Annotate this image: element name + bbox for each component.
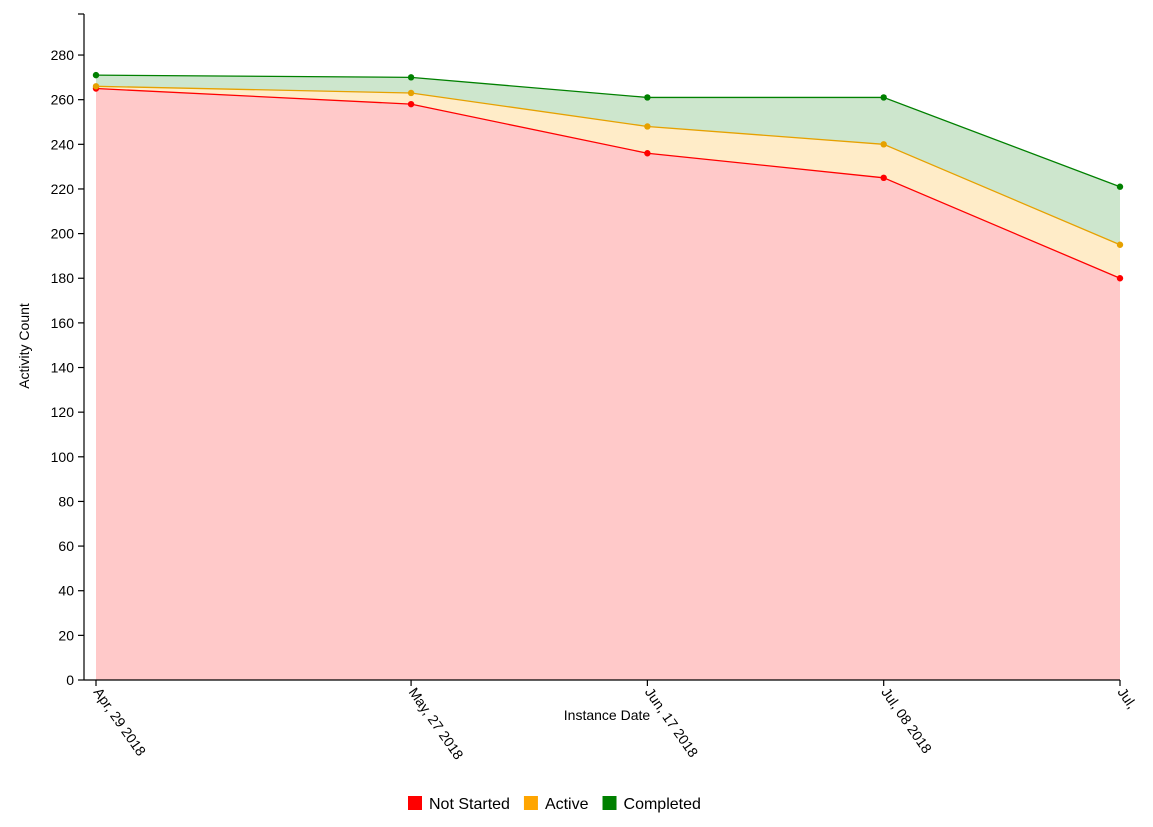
y-tick-label: 180 bbox=[51, 270, 75, 286]
y-tick-label: 60 bbox=[58, 538, 74, 554]
legend-swatch bbox=[408, 796, 422, 810]
active-point bbox=[92, 83, 100, 90]
completed-area bbox=[96, 75, 1120, 245]
y-tick-label: 140 bbox=[51, 360, 75, 376]
not-started-point bbox=[407, 100, 415, 108]
legend-label: Completed bbox=[624, 796, 701, 813]
y-tick-label: 280 bbox=[51, 47, 75, 63]
completed-point bbox=[644, 94, 651, 101]
legend-label: Active bbox=[545, 796, 589, 813]
legend-swatch bbox=[602, 796, 617, 810]
not-started-point bbox=[880, 174, 887, 181]
y-tick-label: 160 bbox=[51, 315, 75, 331]
completed-point bbox=[407, 74, 415, 81]
legend-item-not-started: Not Started bbox=[408, 796, 510, 813]
not-started-point bbox=[644, 150, 651, 157]
y-tick-label: 0 bbox=[66, 672, 74, 688]
active-point bbox=[1116, 241, 1124, 248]
y-axis-title: Activity Count bbox=[16, 303, 32, 389]
legend-item-completed: Completed bbox=[602, 796, 701, 813]
x-axis-title: Instance Date bbox=[564, 707, 651, 723]
y-tick-label: 260 bbox=[51, 92, 75, 108]
active-point bbox=[644, 123, 651, 130]
legend: Not Started Active Completed bbox=[408, 796, 701, 813]
legend-swatch bbox=[523, 796, 538, 810]
active-point bbox=[407, 89, 415, 97]
completed-point bbox=[92, 71, 100, 79]
y-tick-label: 200 bbox=[51, 226, 75, 242]
not-started-point bbox=[1116, 275, 1124, 282]
x-tick-label: Jul, 08 2018 bbox=[878, 685, 935, 757]
active-point bbox=[880, 141, 887, 148]
x-tick-label: Jul, bbox=[1115, 685, 1141, 712]
y-tick-label: 80 bbox=[58, 493, 74, 509]
legend-item-active: Active bbox=[523, 796, 589, 813]
not-started-area bbox=[96, 88, 1120, 680]
y-tick-label: 120 bbox=[51, 404, 75, 420]
completed-point bbox=[880, 94, 887, 101]
series-areas bbox=[96, 75, 1120, 680]
series-points bbox=[92, 71, 1124, 282]
y-tick-label: 40 bbox=[58, 583, 74, 599]
completed-point bbox=[1116, 183, 1124, 190]
y-tick-label: 240 bbox=[51, 136, 75, 152]
y-axis: 0 20 40 60 80 100 120 140 160 180 200 220 240 260 280 bbox=[51, 13, 85, 688]
x-tick-label: Apr, 29 2018 bbox=[91, 685, 150, 759]
active-area bbox=[96, 86, 1120, 279]
x-tick-label: May, 27 2018 bbox=[406, 685, 467, 763]
y-tick-label: 20 bbox=[58, 627, 74, 643]
x-tick-label: Jun, 17 2018 bbox=[642, 685, 702, 761]
y-tick-label: 100 bbox=[51, 449, 75, 465]
legend-label: Not Started bbox=[429, 796, 510, 813]
y-tick-label: 220 bbox=[51, 181, 75, 197]
